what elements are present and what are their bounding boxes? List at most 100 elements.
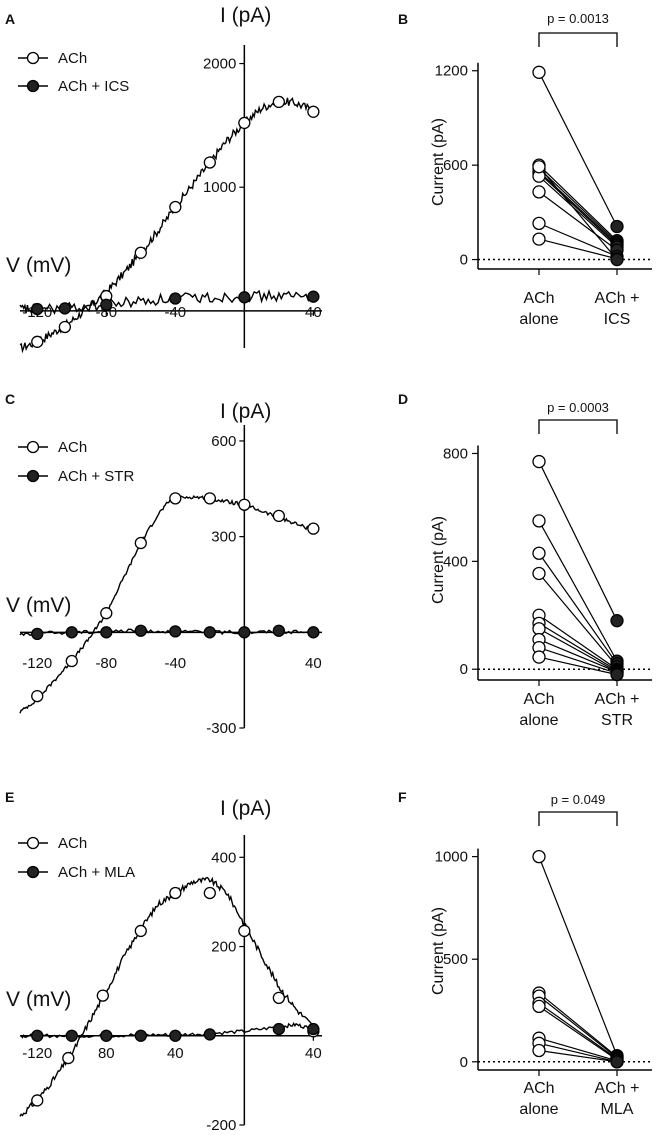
trace-ach-blocker: [19, 628, 314, 637]
panel-e: E I (pA) V (mV) -120 80 40 40 400 200 -200 ACh ACh …: [5, 789, 322, 1134]
open-marker: [272, 509, 286, 523]
open-marker: [169, 492, 182, 505]
open-marker: [532, 849, 546, 864]
category-label: alone: [519, 1101, 558, 1118]
pair-line: [538, 656, 618, 676]
open-marker: [31, 689, 44, 703]
filled-marker: [238, 626, 251, 639]
filled-marker: [610, 614, 624, 628]
open-marker: [532, 566, 546, 581]
pair-line: [538, 520, 618, 662]
open-marker: [134, 536, 147, 550]
significance-bracket: [538, 32, 618, 47]
category-label: ACh: [523, 1080, 554, 1097]
open-marker: [134, 246, 147, 259]
open-marker: [307, 522, 320, 535]
y-tick-label: 1000: [203, 179, 236, 196]
filled-marker: [100, 298, 113, 311]
category-label: ACh +: [595, 691, 640, 708]
x-tick-label: 80: [98, 1045, 115, 1062]
filled-marker: [272, 1022, 286, 1036]
open-marker: [532, 216, 546, 231]
filled-marker: [134, 624, 147, 637]
p-value: p = 0.0013: [547, 11, 609, 26]
y-axis-title: Current (pA): [430, 516, 447, 604]
x-tick-label: -40: [164, 304, 186, 321]
x-tick-label: -120: [22, 1045, 52, 1062]
category-label: ICS: [604, 311, 631, 328]
y-tick-label: -200: [206, 1117, 236, 1134]
open-marker: [272, 95, 286, 109]
filled-marker: [100, 626, 113, 639]
open-marker: [238, 924, 251, 938]
open-marker: [65, 654, 78, 668]
category-label: MLA: [601, 1101, 634, 1118]
panel-letter-d: D: [398, 391, 408, 407]
category-label: STR: [601, 712, 633, 729]
filled-marker: [31, 1029, 44, 1042]
filled-marker: [169, 625, 182, 638]
y-tick-label: 200: [211, 939, 236, 956]
pair-line: [538, 647, 618, 674]
y-tick-label: 1000: [435, 849, 468, 866]
x-tick-label: -80: [95, 304, 117, 321]
panel-letter-f: F: [398, 789, 407, 805]
panel-b: B 0 600 1200 Current (pA) ACh alone ACh + ICS p =…: [398, 11, 652, 328]
y-axis-title: I (pA): [220, 797, 271, 820]
y-tick-label: 800: [443, 445, 468, 462]
open-marker: [532, 454, 546, 469]
pair-line: [538, 172, 618, 246]
pair-line: [538, 614, 618, 670]
x-axis-title: V (mV): [6, 988, 71, 1011]
legend-label: ACh: [58, 835, 87, 852]
filled-marker: [610, 1055, 624, 1069]
legend-marker: [26, 51, 40, 65]
filled-marker: [203, 1028, 216, 1041]
panel-a: AI (pA)V (mV)-120-80-404020001000AChACh …: [5, 4, 322, 354]
pair-line: [538, 238, 618, 260]
open-marker: [203, 886, 216, 900]
p-value: p = 0.0003: [547, 400, 609, 415]
panel-letter-b: B: [398, 11, 408, 27]
pair-line: [538, 992, 618, 1058]
filled-marker: [610, 667, 624, 682]
legend-label: ACh: [58, 439, 87, 456]
x-tick-label: 40: [305, 655, 322, 672]
open-marker: [100, 607, 113, 620]
filled-marker: [100, 1029, 113, 1042]
open-marker: [532, 999, 546, 1014]
open-marker: [532, 650, 546, 664]
y-tick-label: 500: [443, 951, 468, 968]
open-marker: [169, 886, 182, 900]
filled-marker: [31, 302, 44, 316]
pair-line: [538, 1002, 618, 1060]
significance-bracket: [538, 419, 618, 434]
pair-line: [538, 628, 618, 673]
open-marker: [532, 185, 546, 199]
p-value: p = 0.049: [551, 792, 606, 807]
y-tick-label: 0: [460, 661, 468, 678]
legend-label: ACh + ICS: [58, 78, 129, 95]
y-axis-title: I (pA): [220, 400, 271, 423]
pair-line: [538, 1042, 618, 1063]
legend-label: ACh + STR: [58, 468, 134, 485]
filled-marker: [134, 1029, 147, 1042]
filled-marker: [610, 219, 624, 234]
pair-line: [538, 175, 618, 248]
filled-marker: [307, 626, 320, 639]
open-marker: [62, 1051, 75, 1065]
x-tick-label: 40: [167, 1045, 184, 1062]
x-tick-label: -40: [164, 655, 186, 672]
y-tick-label: 0: [460, 252, 468, 269]
pair-line: [538, 1005, 618, 1061]
filled-marker: [203, 626, 216, 639]
y-axis-title: I (pA): [220, 4, 271, 27]
x-tick-label: 40: [305, 304, 322, 321]
open-marker: [134, 924, 147, 938]
x-tick-label: -120: [22, 655, 52, 672]
category-label: ACh: [523, 691, 554, 708]
panel-letter-a: A: [5, 11, 15, 27]
open-marker: [203, 492, 216, 505]
filled-marker: [31, 627, 44, 641]
filled-marker: [65, 626, 78, 639]
